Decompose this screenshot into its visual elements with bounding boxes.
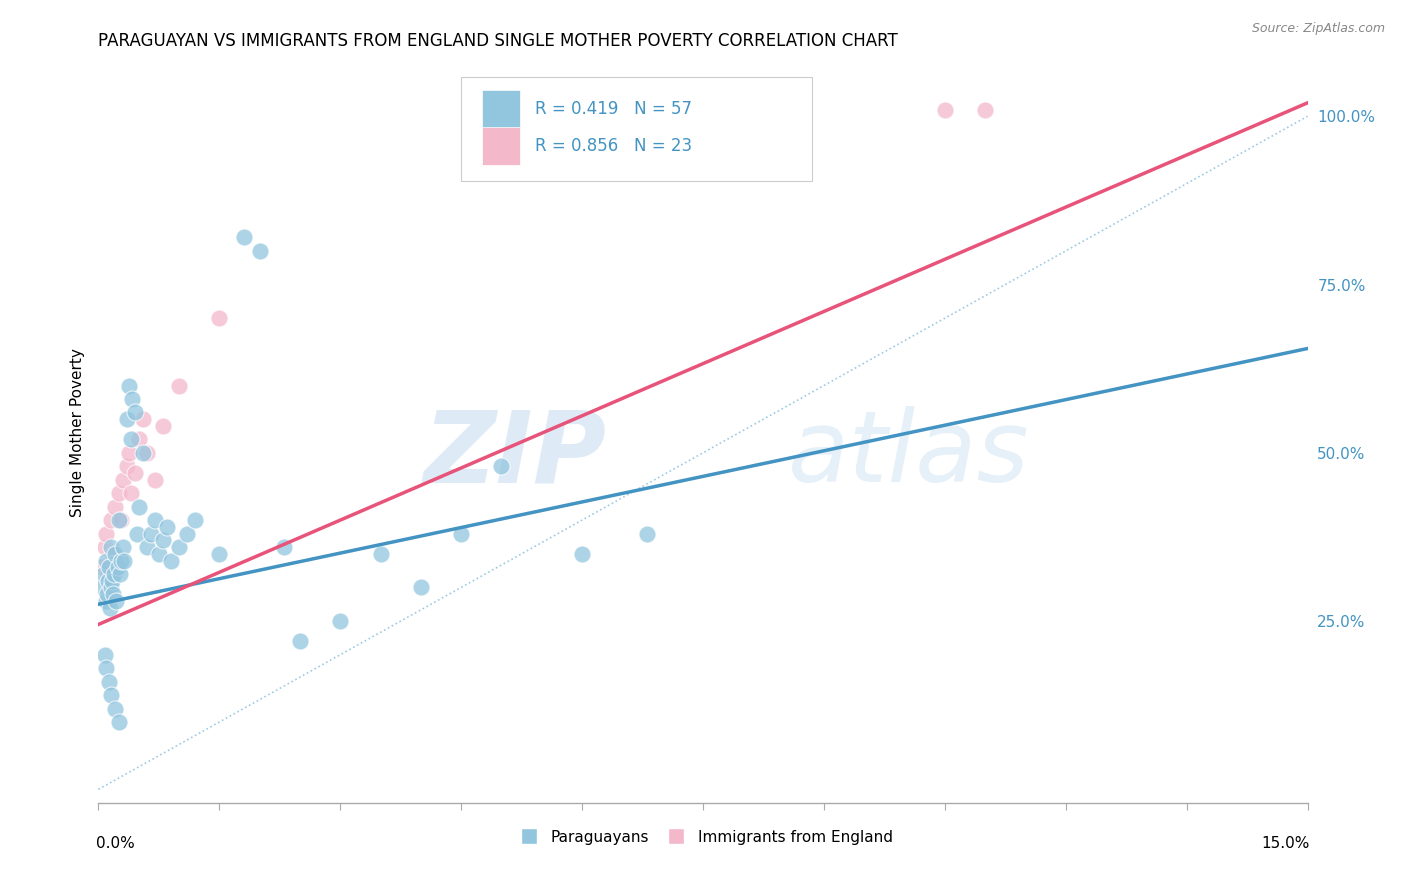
Text: Source: ZipAtlas.com: Source: ZipAtlas.com — [1251, 22, 1385, 36]
Point — [97, 674, 120, 689]
Point — [184, 513, 207, 527]
Point — [135, 446, 157, 460]
Text: R = 0.856   N = 23: R = 0.856 N = 23 — [534, 137, 692, 155]
Bar — [482, 90, 520, 128]
Point — [156, 520, 179, 534]
Point — [176, 526, 198, 541]
Point — [96, 587, 118, 601]
Point — [96, 526, 118, 541]
Point — [110, 553, 132, 567]
Point — [107, 560, 129, 574]
Point — [288, 634, 311, 648]
Point — [100, 688, 122, 702]
Point — [124, 466, 146, 480]
Point — [118, 378, 141, 392]
Point — [249, 244, 271, 258]
Point — [100, 581, 122, 595]
Point — [132, 412, 155, 426]
Point — [108, 566, 131, 581]
Point — [94, 594, 117, 608]
Point — [105, 594, 128, 608]
Point — [148, 547, 170, 561]
Point — [100, 513, 122, 527]
Point — [370, 547, 392, 561]
Point — [208, 311, 231, 326]
Bar — [482, 127, 520, 165]
Point — [208, 547, 231, 561]
Point — [152, 533, 174, 548]
Point — [100, 540, 122, 554]
Point — [97, 574, 120, 588]
Point — [120, 433, 142, 447]
Point — [103, 547, 125, 561]
Point — [132, 446, 155, 460]
Point — [103, 566, 125, 581]
Point — [409, 581, 432, 595]
Text: atlas: atlas — [787, 407, 1029, 503]
Point — [91, 581, 114, 595]
Point — [491, 459, 513, 474]
Point — [107, 513, 129, 527]
Point — [127, 526, 149, 541]
Point — [111, 540, 134, 554]
Point — [128, 500, 150, 514]
Text: 15.0%: 15.0% — [1261, 836, 1310, 851]
Point — [94, 540, 117, 554]
Point — [167, 378, 190, 392]
Point — [94, 648, 117, 662]
Point — [101, 547, 124, 561]
Text: ZIP: ZIP — [423, 407, 606, 503]
Point — [167, 540, 190, 554]
Y-axis label: Single Mother Poverty: Single Mother Poverty — [69, 348, 84, 517]
Point — [128, 433, 150, 447]
Point — [104, 701, 127, 715]
Point — [139, 526, 162, 541]
Point — [103, 500, 125, 514]
Point — [107, 486, 129, 500]
Text: PARAGUAYAN VS IMMIGRANTS FROM ENGLAND SINGLE MOTHER POVERTY CORRELATION CHART: PARAGUAYAN VS IMMIGRANTS FROM ENGLAND SI… — [98, 32, 898, 50]
Point — [571, 547, 593, 561]
Point — [143, 473, 166, 487]
Point — [636, 526, 658, 541]
Point — [124, 405, 146, 419]
Point — [91, 560, 114, 574]
Point — [93, 566, 115, 581]
Point — [98, 600, 121, 615]
Point — [152, 418, 174, 433]
Point — [273, 540, 295, 554]
Point — [108, 714, 131, 729]
Point — [115, 459, 138, 474]
Point — [111, 473, 134, 487]
Point — [120, 486, 142, 500]
Point — [97, 566, 120, 581]
Point — [97, 560, 120, 574]
Point — [115, 412, 138, 426]
Point — [101, 587, 124, 601]
Point — [96, 661, 118, 675]
Text: 0.0%: 0.0% — [96, 836, 135, 851]
Point — [110, 513, 132, 527]
Point — [232, 230, 254, 244]
Point — [329, 614, 352, 628]
Point — [450, 526, 472, 541]
Point — [118, 446, 141, 460]
Point — [974, 103, 997, 117]
Point — [121, 392, 143, 406]
Point — [143, 513, 166, 527]
FancyBboxPatch shape — [461, 78, 811, 181]
Point — [96, 553, 118, 567]
Point — [112, 553, 135, 567]
Point — [160, 553, 183, 567]
Point — [934, 103, 956, 117]
Text: R = 0.419   N = 57: R = 0.419 N = 57 — [534, 100, 692, 118]
Point — [101, 574, 124, 588]
Point — [135, 540, 157, 554]
Legend: Paraguayans, Immigrants from England: Paraguayans, Immigrants from England — [508, 823, 898, 851]
